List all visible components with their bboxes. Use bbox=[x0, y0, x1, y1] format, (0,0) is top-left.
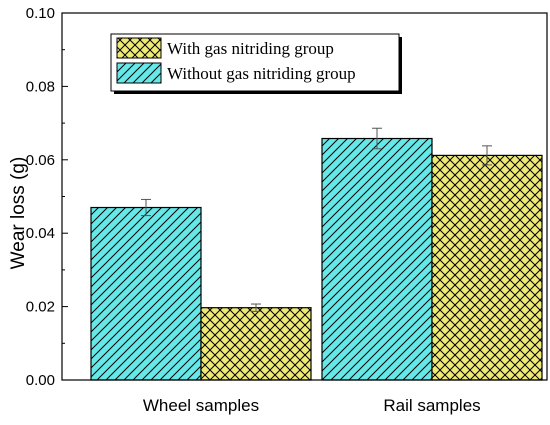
legend-label: Without gas nitriding group bbox=[167, 64, 356, 83]
y-tick-label: 0.04 bbox=[26, 225, 55, 242]
y-tick-label: 0.06 bbox=[26, 152, 55, 169]
bar bbox=[431, 154, 543, 381]
y-axis: 0.00 0.02 0.04 0.06 0.08 0.10 bbox=[26, 5, 68, 389]
bars-layer bbox=[90, 137, 543, 381]
y-tick-label: 0.08 bbox=[26, 78, 55, 95]
legend-swatch bbox=[116, 37, 162, 59]
y-tick-label: 0.00 bbox=[26, 372, 55, 389]
bar bbox=[90, 206, 202, 381]
x-category-label: Wheel samples bbox=[143, 396, 259, 415]
bar bbox=[200, 307, 312, 381]
x-axis: Wheel samples Rail samples bbox=[143, 374, 481, 415]
error-bars-layer bbox=[141, 127, 492, 312]
bar bbox=[321, 137, 433, 381]
legend: With gas nitriding group Without gas nitr… bbox=[110, 33, 402, 94]
y-tick-label: 0.02 bbox=[26, 299, 55, 316]
y-axis-title: Wear loss (g) bbox=[8, 157, 29, 270]
x-category-label: Rail samples bbox=[383, 396, 480, 415]
legend-label: With gas nitriding group bbox=[167, 39, 334, 58]
legend-items: With gas nitriding group Without gas nitr… bbox=[116, 37, 356, 84]
legend-swatch bbox=[116, 62, 162, 84]
y-tick-label: 0.10 bbox=[26, 5, 55, 22]
